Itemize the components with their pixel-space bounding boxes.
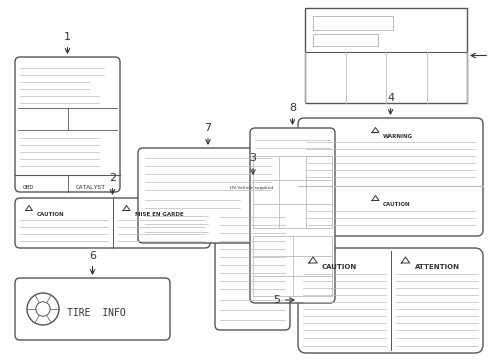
Text: CAUTION: CAUTION xyxy=(383,202,410,207)
Text: HV-Vehicle supplied: HV-Vehicle supplied xyxy=(230,186,273,190)
Bar xyxy=(313,16,393,30)
Text: TIRE  INFO: TIRE INFO xyxy=(67,308,126,318)
Text: 3: 3 xyxy=(249,153,256,174)
FancyBboxPatch shape xyxy=(15,57,120,192)
FancyBboxPatch shape xyxy=(298,118,483,236)
FancyBboxPatch shape xyxy=(138,148,278,243)
FancyBboxPatch shape xyxy=(228,178,278,208)
Text: ATTENTION: ATTENTION xyxy=(415,264,460,270)
Bar xyxy=(313,34,378,46)
Text: WARNING: WARNING xyxy=(383,134,413,139)
FancyBboxPatch shape xyxy=(250,128,335,303)
Text: 4: 4 xyxy=(387,93,394,114)
FancyBboxPatch shape xyxy=(15,278,170,340)
FancyBboxPatch shape xyxy=(298,248,483,353)
Text: MISE EN GARDE: MISE EN GARDE xyxy=(134,212,183,217)
Text: 2: 2 xyxy=(109,173,116,194)
FancyBboxPatch shape xyxy=(15,198,210,248)
Text: CATALYST: CATALYST xyxy=(75,185,105,190)
Text: 6: 6 xyxy=(89,251,96,274)
Bar xyxy=(305,8,467,103)
Text: CAUTION: CAUTION xyxy=(322,264,357,270)
FancyBboxPatch shape xyxy=(215,205,290,330)
Text: 7: 7 xyxy=(204,123,212,144)
Text: OBD: OBD xyxy=(23,185,34,190)
Text: 5: 5 xyxy=(273,295,294,305)
Text: 9: 9 xyxy=(471,50,490,60)
Text: CAUTION: CAUTION xyxy=(37,212,65,217)
Text: 8: 8 xyxy=(289,103,296,124)
Text: 1: 1 xyxy=(64,32,71,53)
